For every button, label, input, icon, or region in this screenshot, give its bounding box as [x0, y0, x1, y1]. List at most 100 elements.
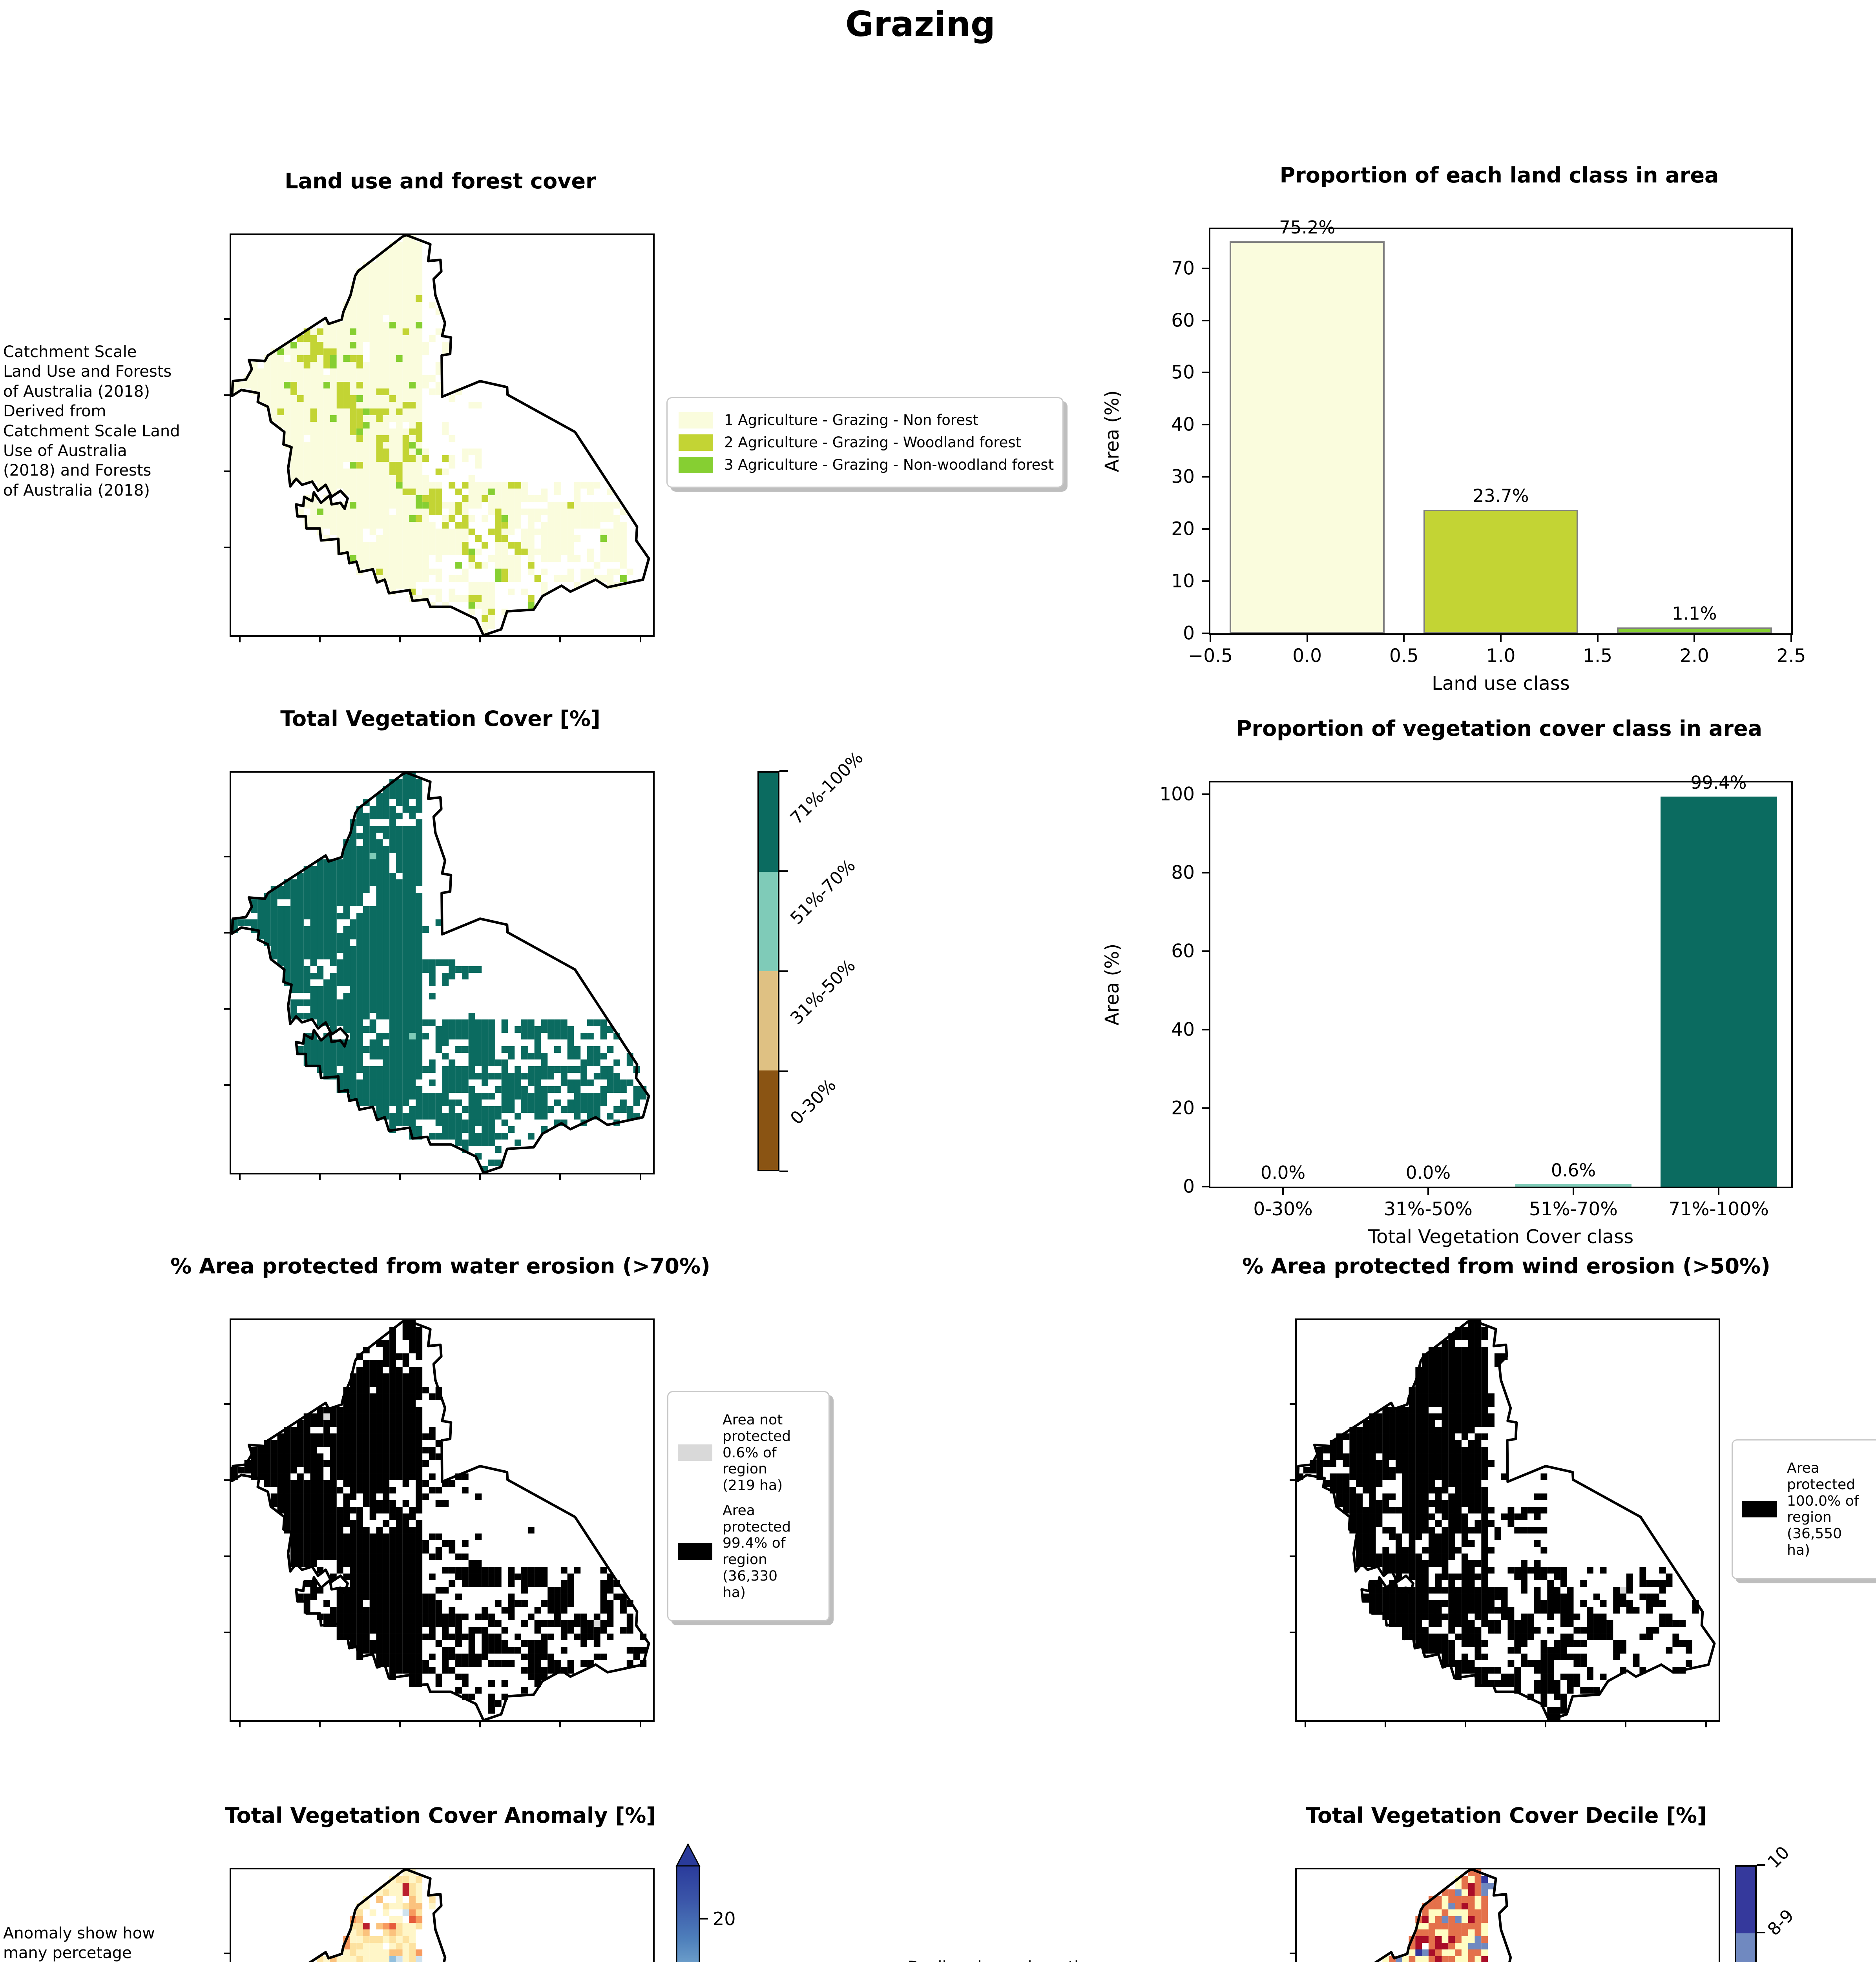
map-canvas [1297, 1320, 1716, 1720]
y-tick-label: 40 [1171, 1019, 1195, 1041]
catchment-outline [231, 1320, 650, 1720]
bar-value-label: 0.0% [1405, 1162, 1451, 1183]
bar-value-label: 1.1% [1672, 603, 1717, 624]
colorbar-tick-label: 20 [713, 1908, 736, 1929]
y-tick-label: 30 [1171, 466, 1195, 488]
map-canvas [1374, 1869, 1512, 1962]
map-canvas [231, 1320, 650, 1720]
catchment-outline [1297, 1320, 1716, 1720]
legend-label: Area protected 99.4% of region (36,330 h… [723, 1502, 791, 1601]
legend-item: 1 Agriculture - Grazing - Non forest [679, 412, 1051, 429]
wind-erosion-map [1290, 1318, 1720, 1727]
legend-item: Area not protected 0.6% of region (219 h… [678, 1412, 819, 1494]
legend-swatch-class3 [679, 456, 713, 473]
bar-value-label: 0.6% [1551, 1160, 1596, 1181]
raster-cells [1297, 1320, 1699, 1720]
catchment-outline [1374, 1869, 1512, 1962]
legend-swatch-not-protected [678, 1444, 712, 1461]
x-tick-label: 2.5 [1776, 645, 1806, 667]
bar [1230, 241, 1385, 633]
colorbar-canvas [675, 1843, 708, 1962]
x-tick-label: −0.5 [1188, 645, 1233, 667]
veg-class-chart-title: Proportion of vegetation cover class in … [1236, 716, 1763, 741]
land-class-chart-title: Proportion of each land class in area [1279, 163, 1719, 188]
water-erosion-map-title: % Area protected from water erosion (>70… [170, 1254, 710, 1278]
veg-class-bar-chart: 0 20 40 60 80 100 0.0% 0.0% 0.6% 99.4% 0-30% 31%-50… [1101, 772, 1793, 1248]
decile-map [1290, 1868, 1720, 1962]
legend-item: Area protected 100.0% of region (36,550 … [1742, 1460, 1876, 1559]
colorbar-label: 10 [1763, 1842, 1794, 1873]
legend-label: 1 Agriculture - Grazing - Non forest [724, 412, 978, 429]
map-canvas [308, 1869, 447, 1962]
x-tick-label: 0.5 [1389, 645, 1419, 667]
legend-swatch-class1 [679, 412, 713, 429]
land-use-map-title: Land use and forest cover [285, 169, 596, 193]
y-tick-label: 20 [1171, 1097, 1195, 1119]
x-axis-label: Total Vegetation Cover class [1368, 1226, 1634, 1248]
land-use-legend: 1 Agriculture - Grazing - Non forest 2 A… [666, 397, 1064, 488]
raster-cells [231, 1320, 647, 1714]
x-tick-label: 1.5 [1583, 645, 1613, 667]
veg-cover-colorbar: 71%-100% 51%-70% 31%-50% 0-30% [757, 748, 883, 1172]
veg-cover-map [224, 771, 655, 1180]
catchment-outline [231, 773, 650, 1173]
wind-erosion-legend: Area protected 100.0% of region (36,550 … [1732, 1439, 1876, 1579]
anomaly-map [224, 1868, 655, 1962]
colorbar-body [1735, 1865, 1757, 1962]
colorbar-label: 8-9 [1763, 1905, 1798, 1940]
y-tick-label: 70 [1171, 257, 1195, 279]
water-erosion-map [224, 1318, 655, 1727]
legend-label: Area protected 100.0% of region (36,550 … [1787, 1460, 1859, 1558]
legend-swatch-class2 [679, 434, 713, 451]
y-tick-label: 10 [1171, 570, 1195, 592]
decile-colorbar: 108-94-72-31 [1735, 1842, 1860, 1962]
colorbar-label: 31%-50% [786, 955, 860, 1028]
y-tick-label: 80 [1171, 862, 1195, 884]
wind-erosion-map-title: % Area protected from wind erosion (>50%… [1242, 1254, 1770, 1278]
x-tick-label: 51%-70% [1529, 1198, 1618, 1220]
raster-cells [231, 773, 647, 1173]
x-tick-label: 1.0 [1486, 645, 1516, 667]
raster-cells [1382, 1869, 1495, 1962]
x-tick-label: 31%-50% [1384, 1198, 1473, 1220]
page-title: Grazing [845, 4, 996, 44]
bar-value-label: 99.4% [1690, 772, 1747, 793]
x-tick-label: 0-30% [1253, 1198, 1313, 1220]
bar-value-label: 0.0% [1260, 1162, 1306, 1183]
bar [1617, 627, 1772, 633]
anomaly-colorbar: 20100−10−20 [675, 1843, 793, 1962]
land-class-bar-chart: 0 10 20 30 40 50 60 70 75.2% 23.7% 1.1% −0.5 0.0 0.5 1… [1101, 217, 1806, 695]
y-tick-label: 60 [1171, 310, 1195, 332]
catchment-outline [231, 235, 650, 635]
y-axis-label: Area (%) [1101, 943, 1123, 1026]
colorbar-label: 51%-70% [786, 855, 860, 928]
legend-swatch-protected [1742, 1501, 1777, 1518]
colorbar-body [757, 771, 779, 1171]
legend-item: Area protected 99.4% of region (36,330 h… [678, 1502, 819, 1601]
anomaly-map-title: Total Vegetation Cover Anomaly [%] [225, 1803, 656, 1828]
map-canvas [231, 773, 650, 1173]
legend-swatch-protected [678, 1543, 712, 1560]
y-tick-label: 0 [1183, 622, 1195, 644]
water-erosion-legend: Area not protected 0.6% of region (219 h… [667, 1391, 830, 1622]
land-use-map [224, 233, 655, 642]
legend-label: 3 Agriculture - Grazing - Non-woodland f… [724, 456, 1054, 473]
bar [1515, 1184, 1631, 1187]
bar [1661, 797, 1777, 1187]
y-tick-label: 60 [1171, 940, 1195, 962]
raster-cells [231, 235, 633, 635]
veg-cover-map-title: Total Vegetation Cover [%] [280, 706, 600, 731]
map-canvas [231, 235, 650, 635]
x-tick-label: 0.0 [1292, 645, 1322, 667]
y-axis-label: Area (%) [1101, 390, 1123, 472]
legend-item: 2 Agriculture - Grazing - Woodland fores… [679, 434, 1051, 451]
x-tick-label: 71%-100% [1668, 1198, 1769, 1220]
decile-note: Deciles show where the pixel value lies … [907, 1957, 1143, 1962]
bar [1423, 510, 1579, 633]
legend-item: 3 Agriculture - Grazing - Non-woodland f… [679, 456, 1054, 473]
bar-value-label: 75.2% [1279, 217, 1336, 238]
decile-map-title: Total Vegetation Cover Decile [%] [1306, 1803, 1707, 1828]
land-use-source-note: Catchment Scale Land Use and Forests of … [3, 343, 180, 500]
raster-cells [317, 1869, 436, 1962]
y-tick-label: 0 [1183, 1176, 1195, 1198]
